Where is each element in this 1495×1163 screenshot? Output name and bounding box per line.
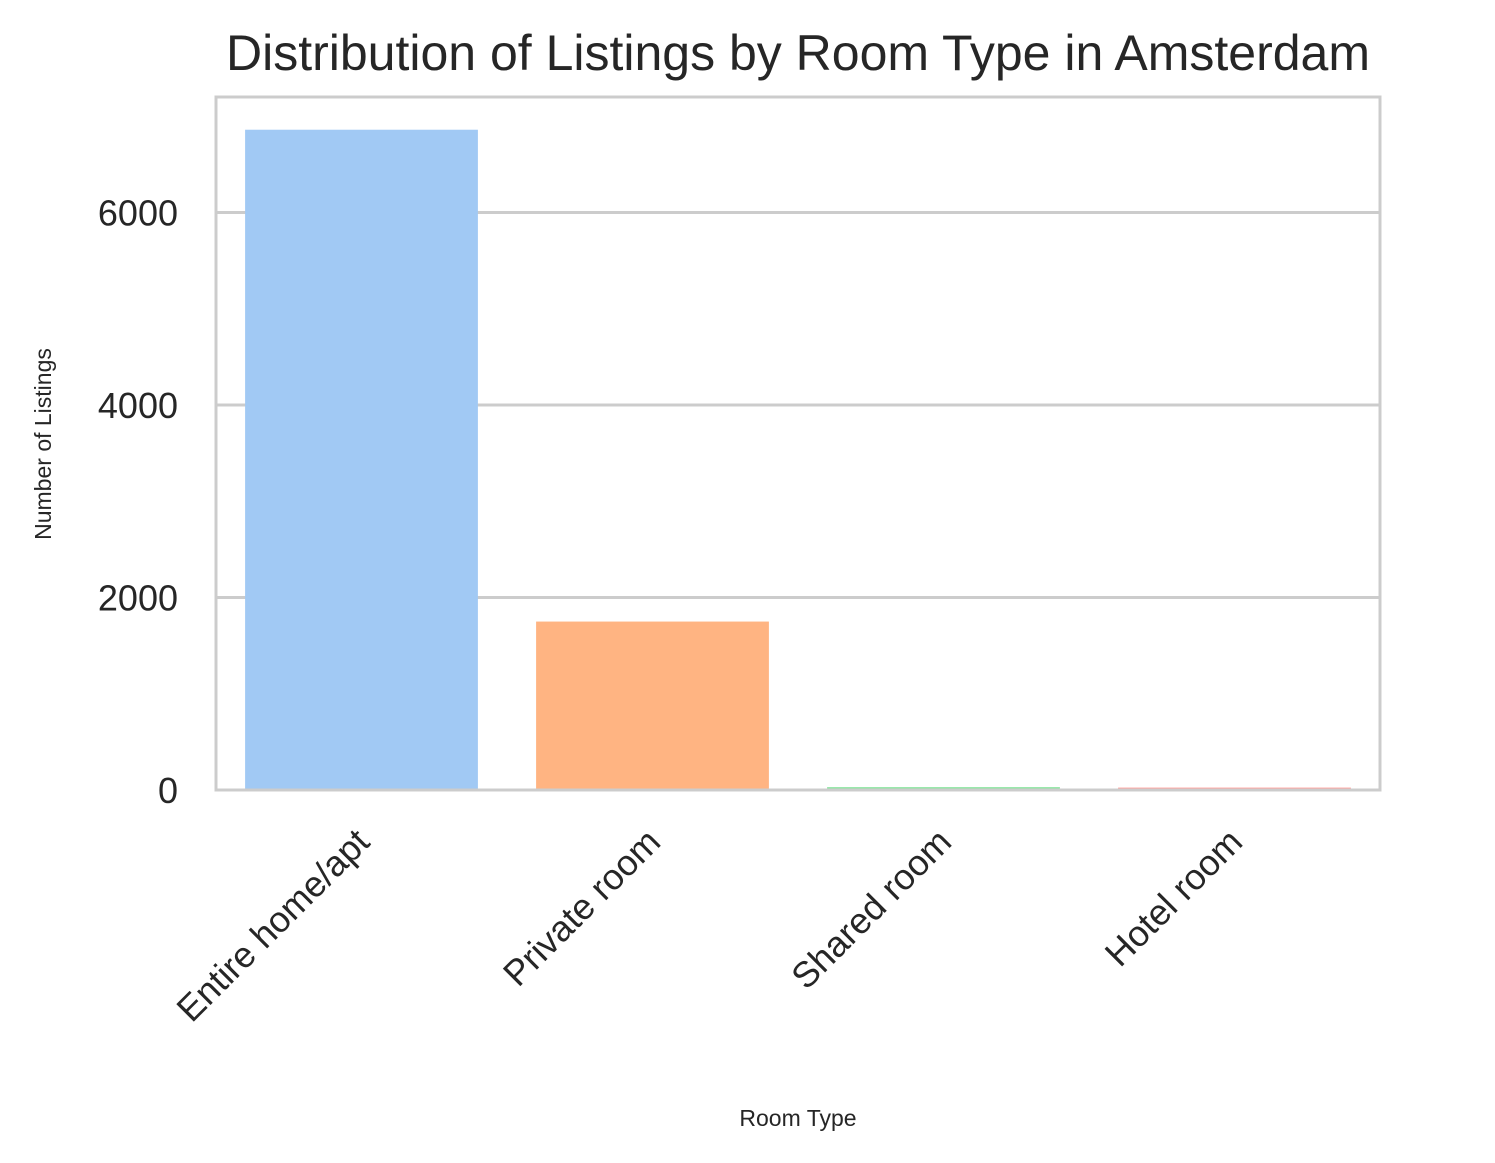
bar: [245, 129, 478, 791]
x-tick-label: Hotel room: [1097, 821, 1250, 974]
y-axis-label: Number of Listings: [30, 348, 56, 540]
y-tick-label: 0: [158, 770, 178, 811]
x-axis-label: Room Type: [739, 1105, 856, 1131]
bar: [536, 621, 769, 790]
y-tick-label: 6000: [98, 193, 178, 234]
x-tick-label: Private room: [495, 821, 668, 994]
x-tick-label: Shared room: [783, 821, 959, 997]
x-tick-labels: Entire home/apt Private room Shared room Ho…: [168, 821, 1250, 1030]
plot-frame: [214, 95, 1382, 792]
bars: [245, 129, 1351, 791]
y-tick-label: 2000: [98, 578, 178, 619]
chart-title: Distribution of Listings by Room Type in…: [226, 25, 1370, 81]
x-tick-label: Entire home/apt: [168, 821, 377, 1030]
y-tick-label: 4000: [98, 385, 178, 426]
y-tick-labels: 0 2000 4000 6000: [98, 193, 178, 812]
